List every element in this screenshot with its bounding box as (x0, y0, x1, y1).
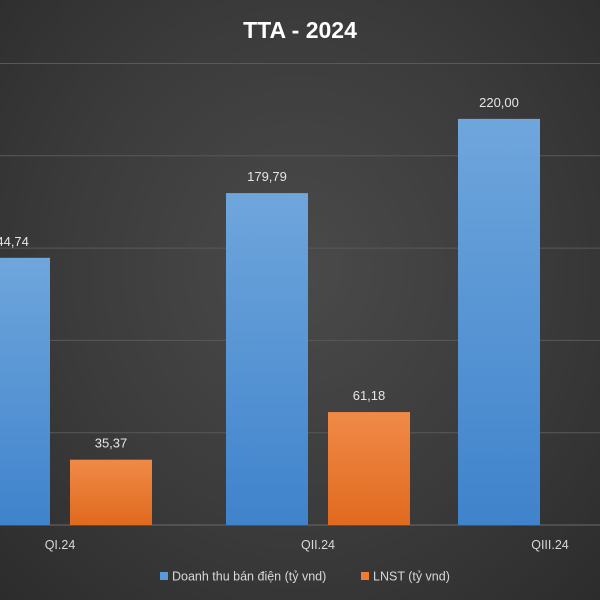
bar-doanh-thu-QII.24[interactable] (226, 193, 308, 525)
legend-swatch (160, 572, 168, 580)
x-axis-ticks: QI.24 QII.24 QIII.24 (45, 538, 569, 552)
data-label: 179,79 (247, 169, 287, 184)
x-tick-label: QIII.24 (531, 538, 569, 552)
x-tick-label: QII.24 (301, 538, 335, 552)
bar-doanh-thu-QIII.24[interactable] (458, 119, 540, 525)
x-tick-label: QI.24 (45, 538, 76, 552)
data-label: 61,18 (353, 388, 386, 403)
legend-label: LNST (tỷ vnd) (373, 570, 450, 584)
data-label: 220,00 (479, 95, 519, 110)
legend-label: Doanh thu bán điện (tỷ vnd) (172, 570, 326, 584)
legend-swatch (361, 572, 369, 580)
bar-lnst-QII.24[interactable] (328, 412, 410, 525)
legend[interactable]: Doanh thu bán điện (tỷ vnd) LNST (tỷ vnd) (160, 570, 450, 584)
chart-title: TTA - 2024 (243, 17, 357, 43)
bar-lnst-QI.24[interactable] (70, 460, 152, 525)
bar-doanh-thu-QI.24[interactable] (0, 258, 50, 525)
data-label: 35,37 (95, 436, 128, 451)
data-label: 144,74 (0, 234, 29, 249)
